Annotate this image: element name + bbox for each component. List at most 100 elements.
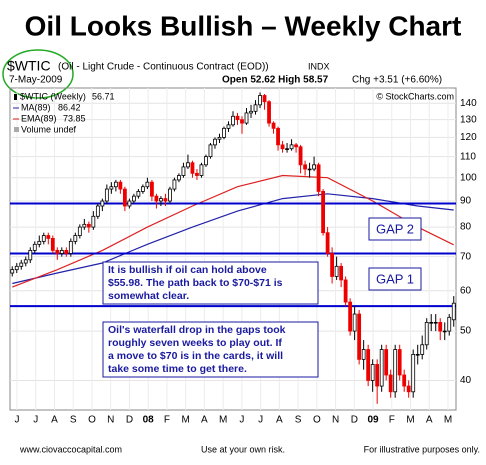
candle-body: [64, 249, 69, 254]
date: 7-May-2009: [9, 75, 63, 86]
candle-body: [258, 95, 262, 106]
legend-ma: MA(89): [21, 102, 51, 112]
x-tick-label: N: [332, 415, 339, 426]
annotation: It is bullish if oil can hold above: [108, 264, 267, 276]
candle-body: [406, 385, 411, 393]
note-box: [102, 261, 319, 305]
candle-body: [235, 115, 240, 121]
x-tick-label: F: [164, 415, 170, 426]
candle-body: [100, 200, 105, 207]
candle-body: [424, 322, 429, 346]
candle-body: [82, 223, 87, 228]
x-tick-label: F: [389, 415, 395, 426]
y-tick-label: 140: [460, 98, 477, 109]
candle-body: [303, 164, 307, 170]
candle-body: [41, 235, 46, 242]
candle-body: [19, 262, 24, 267]
legend-icon: [14, 94, 17, 100]
candle-body: [186, 162, 190, 168]
candle-body: [357, 313, 362, 360]
candle-body: [46, 235, 51, 239]
candle-body: [150, 181, 154, 197]
x-tick-label: M: [406, 415, 414, 426]
x-tick-label: J: [33, 415, 38, 426]
gap-box: [368, 217, 422, 241]
plot-frame: [9, 87, 457, 411]
moving-average-line: [12, 193, 454, 285]
candle-body: [276, 127, 280, 146]
x-tick-label: O: [88, 415, 96, 426]
x-tick-label: J: [239, 415, 244, 426]
candle-body: [298, 146, 303, 166]
candle-body: [366, 349, 371, 381]
candle-body: [95, 205, 100, 217]
candle-body: [429, 322, 434, 324]
candle-body: [10, 269, 15, 274]
candle-body: [294, 144, 298, 148]
candle-body: [222, 127, 226, 138]
symbol-description: (Oil - Light Crude - Continuous Contract…: [58, 62, 269, 73]
candle-body: [204, 156, 208, 166]
candle-body: [438, 322, 443, 332]
x-tick-label: N: [107, 415, 114, 426]
candle-body: [307, 168, 312, 171]
candle-body: [14, 265, 19, 271]
annotation: a move to $70 is in the cards, it will: [108, 350, 283, 362]
x-tick-label: M: [219, 415, 227, 426]
candle-body: [118, 181, 123, 190]
symbol: $WTIC: [7, 58, 51, 74]
candle-body: [321, 191, 326, 234]
y-tick-label: 120: [460, 132, 477, 143]
annotation: roughly seven weeks to play out. If: [108, 337, 282, 349]
footer: Use at your own risk.: [201, 444, 285, 454]
x-tick-label: 09: [367, 415, 379, 426]
annotation: somewhat clear.: [108, 290, 189, 302]
legend-ema: EMA(89): [21, 113, 57, 123]
legend-price: $WTIC (Weekly): [20, 91, 86, 101]
y-tick-label: 100: [460, 172, 477, 183]
candle-body: [113, 181, 118, 188]
exchange: INDX: [308, 61, 330, 71]
x-tick-label: A: [201, 415, 208, 426]
candle-body: [384, 349, 389, 376]
highlight-ellipse: [2, 49, 74, 99]
y-tick-label: 80: [460, 222, 472, 233]
annotation: take some time to get there.: [108, 363, 247, 375]
candle-body: [195, 172, 199, 176]
note-box: [102, 321, 319, 378]
candle-body: [104, 188, 109, 202]
candle-body: [420, 344, 425, 355]
candle-body: [451, 302, 456, 321]
candle-body: [433, 322, 438, 324]
x-tick-label: S: [295, 415, 302, 426]
candle-body: [77, 226, 82, 236]
candle-body: [415, 353, 420, 356]
x-tick-label: J: [258, 415, 263, 426]
candle-body: [285, 148, 289, 150]
candle-body: [140, 186, 145, 192]
candle-body: [271, 122, 276, 129]
candle-body: [231, 115, 235, 126]
candle-body: [330, 253, 335, 277]
x-tick-label: A: [426, 415, 433, 426]
candle-body: [325, 232, 330, 254]
x-tick-label: 08: [143, 415, 155, 426]
candle-body: [23, 259, 28, 264]
candle-body: [127, 200, 132, 207]
quote: Open 52.62 High 58.57: [222, 75, 329, 86]
copyright: © StockCharts.com: [376, 91, 454, 101]
candle-body: [217, 136, 222, 140]
x-tick-label: A: [276, 415, 283, 426]
candle-body: [159, 198, 163, 202]
candle-body: [86, 223, 91, 228]
moving-average-line: [12, 174, 454, 288]
candle-body: [249, 110, 253, 114]
candle-body: [397, 349, 402, 376]
y-tick-label: 130: [460, 114, 477, 125]
candle-body: [393, 349, 398, 393]
x-tick-label: J: [15, 415, 20, 426]
candle-body: [379, 349, 384, 387]
x-tick-label: A: [51, 415, 58, 426]
change: Chg +3.51 (+6.60%): [352, 75, 442, 86]
